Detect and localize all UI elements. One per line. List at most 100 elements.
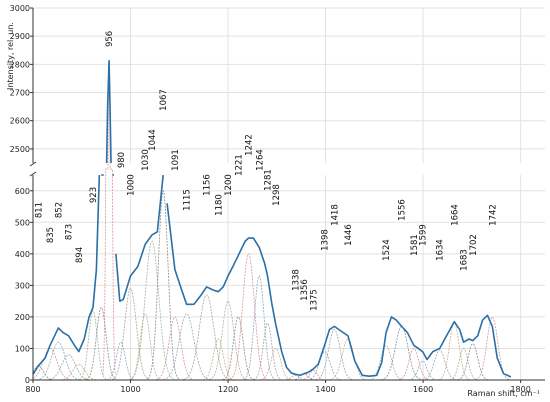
peak-label: 811 [34,202,44,218]
component-band-line [183,294,231,380]
peak-label: 1524 [382,239,392,261]
component-band-line [129,313,161,380]
component-band-line [147,190,180,380]
spectrum-line-upper [105,60,112,164]
y-tick-label: 2500 [10,145,30,154]
x-tick-label: 1800 [510,385,530,394]
peak-label: 1418 [330,204,340,226]
peak-label: 1221 [234,154,244,176]
peak-label: 1067 [159,89,169,111]
x-tick-label: 1400 [315,385,335,394]
y-tick-label: 2600 [10,117,30,126]
y-tick-label: 500 [15,218,30,227]
peak-label: 1446 [344,224,354,246]
peak-label: 1091 [171,149,181,171]
axes: 0 100 200 300 400 500 600 2500 2600 2700 2800 2900 3… [10,4,545,394]
peak-label: 1030 [141,149,151,171]
x-tick-label: 800 [25,385,40,394]
component-band-line [438,322,471,381]
peak-label: 1375 [309,289,319,311]
component-band-line [315,329,353,381]
spectrum-line [115,174,164,302]
component-band-line [102,68,116,375]
peak-label: 1156 [203,174,213,196]
y-tick-label: 0 [25,376,30,385]
component-band-line [408,360,437,381]
component-band-line [253,322,282,381]
y-tick-label: 2700 [10,89,30,98]
component-band-line [36,341,81,381]
y-tick-label: 2800 [10,60,30,69]
component-band-line [106,341,135,381]
peak-label: 1298 [272,184,282,206]
y-tick-label: 300 [15,281,30,290]
peak-label: 1634 [436,239,446,261]
x-axis-title: Raman shift, cm⁻¹ [467,389,540,398]
component-band-line [209,300,247,380]
component-band-line [300,370,326,381]
peak-label: 1702 [469,234,479,256]
component-band-line [60,363,98,381]
peak-label: 980 [117,152,127,168]
peak-label: 1742 [488,204,498,226]
component-band-line [85,307,117,380]
peak-label: 1000 [127,174,137,196]
peak-label: 1599 [419,224,429,246]
y-tick-label: 200 [15,313,30,322]
component-band-line [422,349,457,381]
y-tick-label: 2900 [10,32,30,41]
axis-break-mark [29,161,37,167]
peak-label: 835 [46,227,56,243]
peak-label: 1180 [214,194,224,216]
component-band-line [46,354,91,381]
component-band-line [368,344,404,381]
spectrum-line [166,203,512,378]
component-band-line [457,343,489,381]
peak-label: 1044 [148,129,158,151]
axis-break-mark [29,171,37,177]
peak-label: 894 [75,247,85,263]
component-band-line [398,348,430,381]
component-band-line [243,275,276,380]
peak-label: 956 [105,31,115,47]
component-band-line [307,351,342,381]
peak-label: 1200 [224,174,234,196]
peak-label: 1581 [410,234,420,256]
component-band-line [163,313,211,380]
peak-label: 1398 [321,229,331,251]
peak-label: 1556 [398,199,408,221]
peak-label: 1281 [264,169,274,191]
peak-label: 1664 [450,204,460,226]
component-bands [32,68,510,381]
x-tick-label: 1200 [218,385,238,394]
component-band-line [449,348,478,381]
peak-label: 852 [54,202,64,218]
y-tick-label: 3000 [10,4,30,13]
peak-label: 1242 [245,134,255,156]
component-band-line [78,310,108,380]
peak-label: 1264 [255,149,265,171]
y-tick-label: 400 [15,250,30,259]
component-band-line [260,348,292,381]
component-band-line [156,316,194,381]
y-tick-label: 100 [15,344,30,353]
component-band-line [111,288,150,380]
peak-label: 1338 [291,269,301,291]
x-tick-label: 1600 [413,385,433,394]
x-tick-label: 1000 [120,385,140,394]
spectrum-line [32,174,101,375]
peak-label: 1683 [460,249,470,271]
y-tick-label: 600 [15,187,30,196]
spectrum-series [32,60,512,378]
peak-label: 1115 [183,189,193,211]
component-band-line [381,325,422,381]
component-band-line [32,348,72,381]
component-band-line [129,240,174,380]
component-band-line [229,253,268,380]
component-band-line [202,338,234,381]
peak-label: 873 [65,224,75,240]
peak-label: 1356 [300,279,310,301]
component-band-line [329,338,367,381]
